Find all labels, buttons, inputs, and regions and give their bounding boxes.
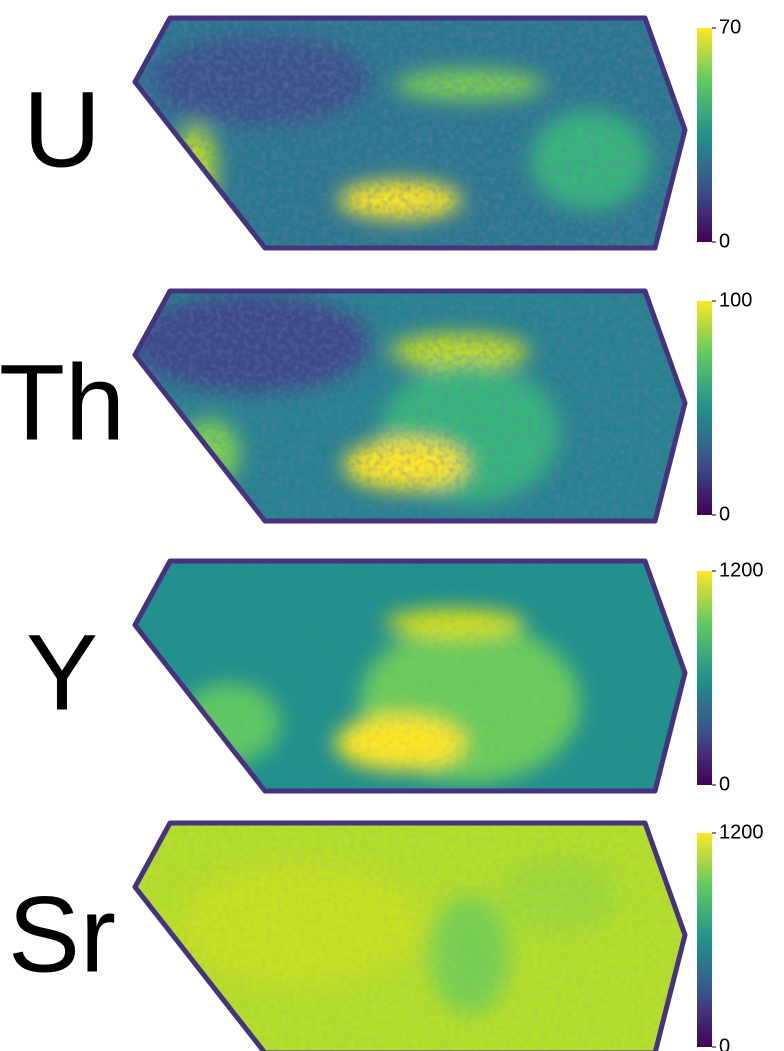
colorbar-tick-label: 0 <box>719 773 730 795</box>
colorbar <box>697 28 712 242</box>
colorbar-tick-label: 70 <box>719 16 741 38</box>
colorbar <box>697 301 712 515</box>
map-texture <box>135 291 685 521</box>
element-map <box>135 18 685 248</box>
colorbar-tick-label: 1200 <box>719 821 764 843</box>
colorbar-tick-label: 0 <box>719 230 730 252</box>
grain-edge <box>132 820 688 1051</box>
panel-label: U <box>23 69 101 190</box>
colorbar-tick-label: 1200 <box>719 559 764 581</box>
grain-edge <box>132 15 688 251</box>
map-texture <box>135 561 685 791</box>
colorbar <box>697 571 712 785</box>
element-map <box>135 561 685 791</box>
element-map <box>135 291 685 521</box>
panel: U 0 70 <box>23 15 741 252</box>
colorbar-tick-label: 100 <box>719 289 752 311</box>
colorbar-tick-label: 0 <box>719 1035 730 1051</box>
panel-label: Y <box>26 612 98 733</box>
element-map <box>135 823 685 1051</box>
map-texture <box>135 18 685 248</box>
panel: Y 0 1200 <box>26 558 764 795</box>
panel-label: Th <box>0 342 125 463</box>
panel: Sr 0 1200 <box>8 820 764 1051</box>
colorbar-tick-label: 0 <box>719 503 730 525</box>
grain-edge <box>132 558 688 794</box>
map-texture <box>135 823 685 1051</box>
panel-label: Sr <box>8 874 116 995</box>
colorbar <box>697 833 712 1047</box>
grain-edge <box>132 288 688 524</box>
panel: Th 0 100 <box>0 288 752 525</box>
